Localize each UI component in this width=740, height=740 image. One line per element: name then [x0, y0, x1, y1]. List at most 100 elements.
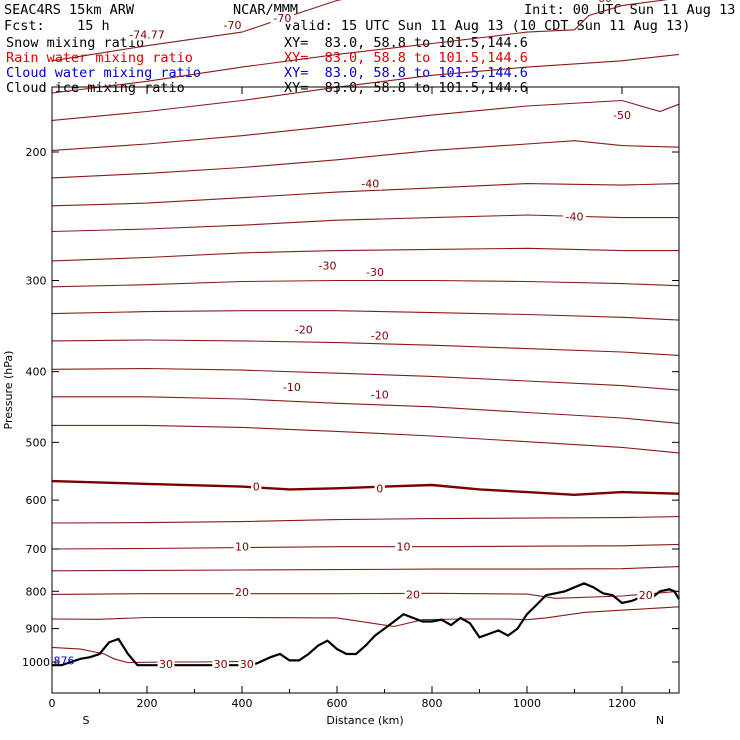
contour-label: -10 [283, 381, 301, 394]
contour-label-bg [292, 323, 316, 336]
isotherm-line [51, 310, 680, 321]
contour-label-bg [363, 265, 387, 278]
contour-label-bg [374, 482, 385, 495]
y-tick-label: 400 [26, 366, 47, 379]
contour-label: 30 [240, 658, 254, 671]
contour-label: 20 [235, 586, 249, 599]
isotherm-line [51, 590, 680, 599]
contour-label: -60 [594, 0, 612, 5]
x-tick-label: 800 [422, 697, 443, 710]
cloud-water-label: .876 [50, 654, 75, 667]
south-end-label: S [83, 714, 90, 727]
isotherm-line [52, 396, 680, 424]
isotherm-line [51, 214, 679, 233]
contour-label-bg [251, 480, 262, 493]
contour-label-bg [368, 388, 392, 401]
valid-time: Valid: 15 UTC Sun 11 Aug 13 (10 CDT Sun … [284, 18, 691, 34]
contour-label: -40 [361, 178, 379, 191]
y-tick-label: 700 [26, 543, 47, 556]
isotherm-line [51, 183, 680, 207]
isotherm-lines [51, 0, 680, 664]
terrain-line [52, 582, 680, 667]
isotherm-line [52, 424, 680, 454]
contour-label-bg [610, 109, 634, 122]
isotherm-line [51, 279, 680, 288]
field-xy-snow: XY= 83.0, 58.8 to 101.5,144.6 [284, 35, 528, 51]
contour-label-bg [591, 0, 615, 4]
contour-label: -10 [371, 389, 389, 402]
isotherm-line [51, 99, 680, 151]
isotherm-line [51, 247, 679, 262]
y-tick-label: 200 [26, 146, 47, 159]
contour-label: -40 [566, 210, 584, 223]
contour-label: -74.77 [129, 28, 164, 41]
field-name-cloud-water: Cloud water mixing ratio [6, 65, 202, 81]
contour-label-bg [125, 28, 169, 41]
north-end-label: N [656, 714, 664, 727]
isotherm-line [51, 140, 680, 179]
y-tick-label: 600 [26, 494, 47, 507]
contour-label: -30 [319, 259, 337, 272]
y-tick-label: 800 [26, 585, 47, 598]
isotherm-line [51, 516, 680, 524]
y-tick-label: 1000 [22, 656, 50, 669]
contour-label: 20 [639, 589, 653, 602]
contour-label: 10 [235, 541, 249, 554]
contour-label: -50 [613, 109, 631, 122]
contour-label: -70 [273, 12, 291, 25]
contour-label: 30 [159, 658, 173, 671]
contour-label: -70 [224, 19, 242, 32]
x-tick-label: 0 [49, 697, 56, 710]
x-tick-label: 1200 [608, 697, 636, 710]
contour-label: -20 [371, 330, 389, 343]
field-xy-rain: XY= 83.0, 58.8 to 101.5,144.6 [284, 50, 528, 66]
contour-label-bg [212, 657, 230, 670]
contour-label-bg [404, 588, 422, 601]
x-tick-label: 400 [232, 697, 253, 710]
contour-label-bg [280, 381, 304, 394]
model-name: SEAC4RS 15km ARW [4, 2, 135, 18]
forecast-hour: Fcst: 15 h [4, 18, 110, 34]
contour-label: 30 [214, 658, 228, 671]
contour-label-bg [395, 540, 412, 553]
contour-label-bg [562, 210, 587, 223]
contour-label: -20 [295, 323, 313, 336]
axis-ticks: 0 200 400 600 800 1000 12002003004005006007008… [22, 87, 679, 710]
terrain-outline [52, 582, 680, 667]
field-xy-cloud-ice: XY= 83.0, 58.8 to 101.5,144.6 [284, 80, 528, 96]
x-tick-label: 600 [327, 697, 348, 710]
contour-label: 0 [376, 482, 383, 495]
y-axis-label: Pressure (hPa) [2, 351, 15, 430]
contour-label-bg [270, 11, 294, 24]
contour-label-bg [233, 540, 251, 553]
isotherm-line [51, 0, 343, 62]
field-name-rain: Rain water mixing ratio [6, 50, 193, 66]
isotherm-line [51, 367, 680, 391]
contour-label-bg [233, 586, 251, 599]
contour-label-bg [368, 329, 392, 342]
init-time: Init: 00 UTC Sun 11 Aug 13 [524, 2, 736, 18]
contour-label: 0 [253, 481, 260, 494]
contour-label-bg [238, 657, 256, 670]
plot-frame [51, 86, 680, 694]
y-tick-label: 500 [26, 436, 47, 449]
contour-label: 10 [397, 541, 411, 554]
x-tick-label: 200 [137, 697, 158, 710]
contour-label-bg [220, 19, 245, 32]
isotherm-line [51, 0, 669, 94]
contour-label-bg [157, 657, 175, 670]
isotherm-line [51, 53, 680, 121]
isotherm-line [51, 566, 680, 572]
contour-label-bg [358, 177, 382, 190]
x-axis-label: Distance (km) [326, 714, 403, 727]
field-xy-cloud-water: XY= 83.0, 58.8 to 101.5,144.6 [284, 65, 528, 81]
isotherm-line [51, 646, 243, 664]
field-name-cloud-ice: Cloud ice mixing ratio [6, 80, 185, 96]
contour-label: 20 [406, 588, 420, 601]
isotherm-label-layer: -74.77 -70 -70 -60 -50 -40 -40 -30 -30 -20 -20 -10 -… [50, 0, 655, 671]
contour-label: -30 [366, 266, 384, 279]
isotherm-line [51, 479, 680, 497]
isotherm-line [51, 339, 680, 356]
y-tick-label: 900 [26, 623, 47, 636]
isotherm-line [51, 543, 680, 550]
